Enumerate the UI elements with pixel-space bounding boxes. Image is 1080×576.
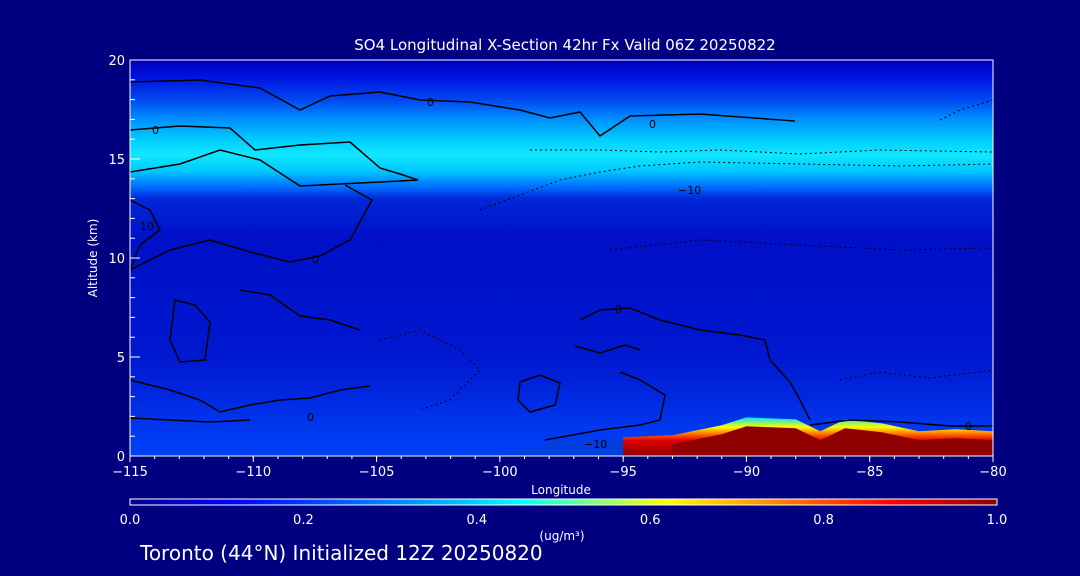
colorbar-gradient xyxy=(129,498,998,506)
dashed-contour-corner xyxy=(939,99,993,121)
x-axis: −115 −110 −105 −100 −95 −90 −85 −80 xyxy=(112,456,1007,480)
contour-lines xyxy=(130,79,993,441)
dashed-contours xyxy=(379,99,993,411)
y-axis: 0 5 10 15 20 xyxy=(108,54,140,465)
colorbar-tick-label: 0.2 xyxy=(293,513,314,528)
x-tick-label: −85 xyxy=(856,465,883,480)
contour-label: 0 xyxy=(152,124,159,137)
contour-line-troposphere xyxy=(130,184,374,271)
contour-label: −10 xyxy=(678,184,701,197)
contour-label: 0 xyxy=(615,303,622,316)
contour-loop-west xyxy=(169,299,211,363)
x-tick-label: −100 xyxy=(482,465,518,480)
surface-plume-core xyxy=(672,426,993,456)
contour-label: −10 xyxy=(584,438,607,451)
dashed-contour-upper xyxy=(479,161,993,211)
contour-line-east-surface xyxy=(809,419,993,427)
y-tick-label: 15 xyxy=(108,153,125,168)
y-tick-label: 20 xyxy=(108,54,125,69)
contour-label: 0 xyxy=(427,96,434,109)
field-background xyxy=(130,60,993,456)
x-tick-label: −95 xyxy=(609,465,636,480)
colorbar-units: (ug/m³) xyxy=(539,529,584,543)
contour-line-east-small xyxy=(574,344,641,354)
contour-line-mid-upper xyxy=(130,125,419,187)
colorbar-tick-label: 0.6 xyxy=(640,513,661,528)
plot-area: 0 0 0 0 0 0 0 −10 −10 10 xyxy=(129,59,994,457)
footer-caption: Toronto (44°N) Initialized 12Z 20250820 xyxy=(140,541,543,565)
contour-line-lower xyxy=(130,379,371,413)
contour-label: 0 xyxy=(965,420,972,433)
contour-labels: 0 0 0 0 0 0 0 −10 −10 10 xyxy=(140,96,972,451)
contour-label: 10 xyxy=(140,220,154,233)
chart-title: SO4 Longitudinal X-Section 42hr Fx Valid… xyxy=(354,36,775,54)
contour-line-surface xyxy=(130,417,251,423)
contour-line-upper xyxy=(130,79,796,137)
contour-line-lower-mid xyxy=(239,289,361,331)
colorbar-ticks: 0.0 0.2 0.4 0.6 0.8 1.0 xyxy=(120,513,1008,528)
y-tick-label: 5 xyxy=(117,351,125,366)
colorbar-tick-label: 0.4 xyxy=(466,513,487,528)
dashed-contour-lower xyxy=(379,329,481,411)
x-tick-label: −90 xyxy=(733,465,760,480)
colorbar-tick-label: 1.0 xyxy=(987,513,1008,528)
colorbar-tick-label: 0.0 xyxy=(120,513,141,528)
contour-label: 0 xyxy=(312,253,319,266)
dashed-contour-lower-east xyxy=(839,369,993,381)
contour-label: 0 xyxy=(649,118,656,131)
contour-label: 0 xyxy=(307,411,314,424)
x-tick-label: −110 xyxy=(235,465,271,480)
colorbar: 0.0 0.2 0.4 0.6 0.8 1.0 (ug/m³) xyxy=(120,498,1008,543)
dashed-contour-mid xyxy=(609,239,993,251)
y-tick-label: 10 xyxy=(108,252,125,267)
y-tick-label: 0 xyxy=(117,450,125,465)
x-axis-label: Longitude xyxy=(531,483,591,497)
contour-line-near-surface xyxy=(544,371,666,441)
x-tick-label: −115 xyxy=(112,465,148,480)
contour-loop-center xyxy=(517,374,561,413)
dashed-contour-top xyxy=(530,149,993,155)
colorbar-tick-label: 0.8 xyxy=(813,513,834,528)
contour-line-east xyxy=(579,307,811,421)
x-tick-label: −80 xyxy=(979,465,1006,480)
x-tick-label: −105 xyxy=(359,465,395,480)
y-axis-label: Altitude (km) xyxy=(86,219,100,298)
